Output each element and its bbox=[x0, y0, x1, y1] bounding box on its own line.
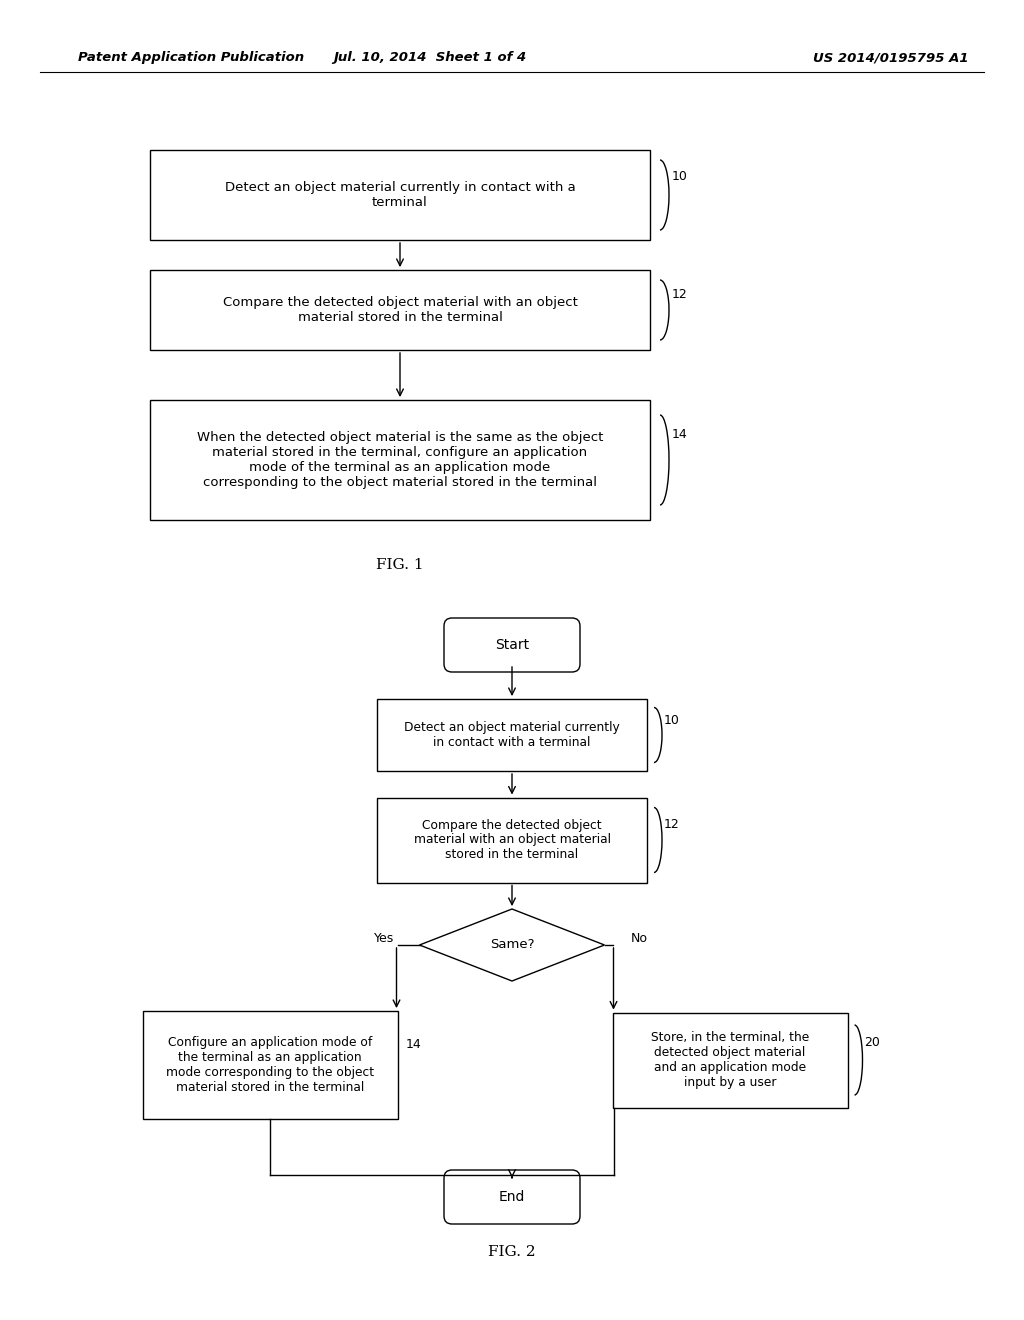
Text: 20: 20 bbox=[864, 1035, 881, 1048]
Text: FIG. 2: FIG. 2 bbox=[488, 1245, 536, 1259]
FancyBboxPatch shape bbox=[150, 400, 650, 520]
Text: FIG. 1: FIG. 1 bbox=[376, 558, 424, 572]
FancyBboxPatch shape bbox=[612, 1012, 848, 1107]
FancyBboxPatch shape bbox=[150, 150, 650, 240]
Text: Patent Application Publication: Patent Application Publication bbox=[78, 51, 304, 65]
Text: Store, in the terminal, the
detected object material
and an application mode
inp: Store, in the terminal, the detected obj… bbox=[651, 1031, 809, 1089]
Text: Compare the detected object material with an object
material stored in the termi: Compare the detected object material wit… bbox=[222, 296, 578, 323]
Text: 10: 10 bbox=[672, 170, 688, 183]
FancyBboxPatch shape bbox=[377, 700, 647, 771]
Text: Start: Start bbox=[495, 638, 529, 652]
Text: 12: 12 bbox=[672, 289, 688, 301]
Text: When the detected object material is the same as the object
material stored in t: When the detected object material is the… bbox=[197, 432, 603, 488]
Text: End: End bbox=[499, 1191, 525, 1204]
Text: 10: 10 bbox=[664, 714, 680, 727]
FancyBboxPatch shape bbox=[142, 1011, 397, 1119]
Text: Jul. 10, 2014  Sheet 1 of 4: Jul. 10, 2014 Sheet 1 of 4 bbox=[334, 51, 526, 65]
Text: 14: 14 bbox=[406, 1039, 421, 1052]
FancyBboxPatch shape bbox=[444, 1170, 580, 1224]
Text: Detect an object material currently in contact with a
terminal: Detect an object material currently in c… bbox=[224, 181, 575, 209]
Polygon shape bbox=[420, 909, 604, 981]
FancyBboxPatch shape bbox=[444, 618, 580, 672]
Text: Detect an object material currently
in contact with a terminal: Detect an object material currently in c… bbox=[404, 721, 620, 748]
FancyBboxPatch shape bbox=[150, 271, 650, 350]
Text: 14: 14 bbox=[672, 429, 688, 441]
Text: 12: 12 bbox=[664, 817, 680, 830]
Text: Compare the detected object
material with an object material
stored in the termi: Compare the detected object material wit… bbox=[414, 818, 610, 862]
Text: Same?: Same? bbox=[489, 939, 535, 952]
Text: US 2014/0195795 A1: US 2014/0195795 A1 bbox=[813, 51, 969, 65]
FancyBboxPatch shape bbox=[377, 797, 647, 883]
Text: Yes: Yes bbox=[375, 932, 394, 945]
Text: Configure an application mode of
the terminal as an application
mode correspondi: Configure an application mode of the ter… bbox=[166, 1036, 374, 1094]
Text: No: No bbox=[631, 932, 648, 945]
